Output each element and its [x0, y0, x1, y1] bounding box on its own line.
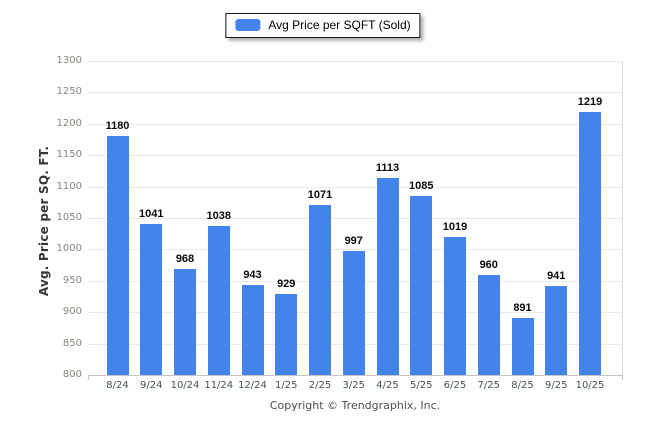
legend-swatch-icon	[235, 19, 261, 31]
plot-right-border	[622, 61, 623, 375]
bar-value-label: 1219	[577, 95, 603, 108]
y-axis-tick-label: 1250	[56, 86, 82, 97]
x-axis-tick-label: 7/25	[477, 380, 500, 391]
x-axis-line	[88, 375, 623, 376]
bar	[275, 293, 298, 375]
y-gridline	[88, 92, 622, 93]
y-axis-tick-label: 850	[62, 338, 82, 349]
y-axis-tick-label: 950	[62, 275, 82, 286]
bar-value-label: 1038	[206, 209, 231, 222]
y-axis-tick-label: 800	[62, 369, 82, 380]
x-axis-tick-label: 6/25	[443, 380, 467, 391]
y-axis-tick-label: 1200	[56, 118, 82, 129]
y-axis-tick-label: 1050	[56, 212, 82, 223]
bar	[376, 178, 399, 375]
x-axis-tick-label: 11/24	[204, 380, 234, 391]
bar-value-label: 941	[547, 270, 566, 283]
x-axis-tick	[88, 375, 89, 380]
bar-value-label: 1041	[139, 207, 164, 220]
y-axis-tick-label: 1300	[56, 55, 82, 66]
x-axis-tick-label: 3/25	[342, 380, 365, 391]
bar-value-label: 929	[277, 277, 296, 290]
bar-value-label: 960	[479, 258, 498, 271]
x-axis-tick-label: 10/25	[575, 380, 605, 391]
y-axis-tick-label: 900	[62, 306, 82, 317]
x-axis-tick-label: 8/24	[106, 380, 129, 391]
y-gridline	[88, 187, 622, 188]
x-axis-tick-label: 10/24	[170, 380, 200, 391]
bar	[309, 204, 331, 375]
x-axis-tick-label: 1/25	[275, 380, 298, 391]
x-axis-tick-label: 2/25	[308, 380, 332, 391]
bar-value-label: 1180	[105, 120, 130, 133]
bar-value-label: 891	[513, 301, 532, 314]
y-gridline	[88, 249, 622, 250]
x-axis-tick-label: 9/24	[140, 380, 163, 391]
x-axis-tick-label: 9/25	[545, 380, 568, 391]
y-gridline	[88, 155, 622, 156]
bar-value-label: 1113	[375, 162, 400, 175]
bar	[140, 223, 163, 375]
y-axis-tick-label: 1150	[56, 149, 82, 160]
bar-value-label: 1019	[442, 221, 468, 234]
x-axis-tick-label: 12/24	[238, 380, 267, 391]
bar-value-label: 968	[175, 253, 195, 266]
bar	[477, 274, 500, 375]
bar	[545, 286, 568, 375]
bar	[207, 225, 230, 375]
x-axis-tick-label: 5/25	[410, 380, 433, 391]
bar-value-label: 943	[243, 269, 262, 282]
legend-label: Avg Price per SQFT (Sold)	[268, 18, 411, 32]
y-axis-tick-label: 1100	[56, 181, 82, 192]
bar	[410, 196, 433, 375]
legend[interactable]: Avg Price per SQFT (Sold)	[225, 13, 421, 38]
bar	[174, 269, 196, 375]
bar	[342, 251, 365, 375]
bar	[106, 136, 129, 375]
y-gridline	[88, 218, 622, 219]
x-axis-tick-label: 8/25	[511, 380, 534, 391]
bar	[444, 237, 466, 375]
bar-value-label: 1085	[409, 180, 434, 193]
x-axis-tick-label: 4/25	[376, 380, 399, 391]
bar-value-label: 1071	[307, 188, 333, 201]
y-gridline	[88, 61, 622, 62]
x-axis-tick	[622, 375, 623, 380]
bar	[579, 111, 601, 375]
copyright-text: Copyright © Trendgraphix, Inc.	[269, 399, 441, 412]
y-axis-tick-label: 1000	[56, 243, 82, 254]
bar-value-label: 997	[344, 235, 363, 248]
bar	[511, 317, 534, 375]
bar	[241, 285, 264, 375]
y-gridline	[88, 124, 622, 125]
